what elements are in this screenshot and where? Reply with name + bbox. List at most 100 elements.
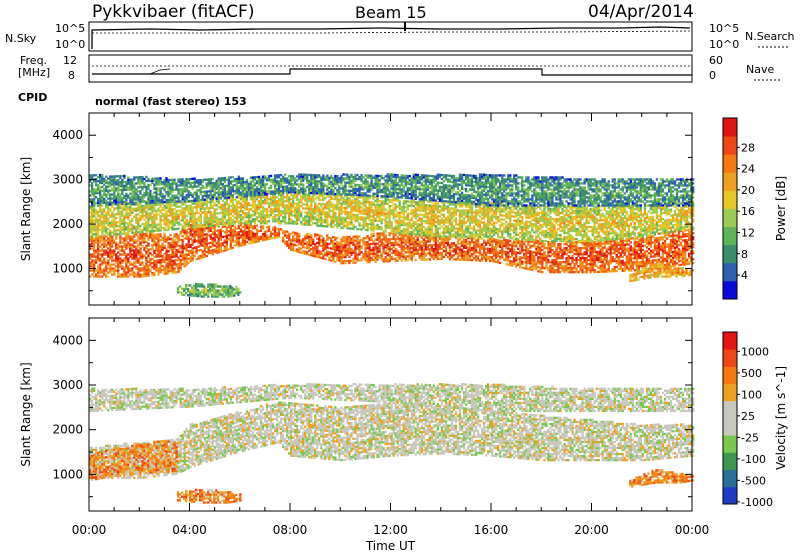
echo-cell: [225, 230, 228, 233]
echo-cell: [107, 205, 110, 209]
echo-cell: [217, 220, 220, 223]
echo-cell: [109, 209, 112, 212]
echo-cell: [302, 203, 305, 206]
echo-cell: [655, 246, 659, 250]
echo-cell: [476, 257, 480, 260]
echo-cell: [472, 237, 476, 240]
echo-cell: [340, 202, 343, 205]
echo-cell: [326, 195, 329, 198]
echo-cell: [267, 216, 271, 219]
echo-cell: [197, 255, 200, 258]
echo-cell: [129, 213, 132, 217]
echo-cell: [673, 256, 677, 259]
echo-cell: [267, 210, 271, 213]
echo-cell: [161, 258, 164, 262]
echo-cell: [119, 263, 122, 266]
echo-cell: [195, 258, 198, 261]
echo-cell: [615, 247, 618, 251]
echo-cell: [151, 209, 154, 213]
echo-cell: [159, 233, 162, 236]
echo-cell: [193, 238, 196, 241]
echo-cell: [284, 230, 287, 233]
echo-cell: [579, 249, 582, 252]
echo-cell: [300, 241, 303, 244]
echo-cell: [159, 251, 162, 254]
echo-cell: [123, 267, 126, 270]
echo-cell: [261, 216, 265, 219]
echo-cell: [330, 251, 333, 254]
echo-cell: [410, 259, 413, 262]
echo-cell: [366, 257, 369, 260]
echo-cell: [292, 194, 295, 197]
echo-cell: [559, 249, 562, 252]
echo-cell: [133, 235, 136, 238]
echo-cell: [145, 262, 148, 265]
echo-cell: [330, 239, 333, 242]
echo-cell: [135, 255, 138, 258]
echo-cell: [191, 212, 194, 215]
echo-cell: [575, 267, 578, 270]
echo-cell: [434, 239, 437, 243]
echo-cell: [145, 212, 148, 215]
echo-cell: [245, 234, 249, 238]
echo-cell: [185, 206, 188, 210]
echo-cell: [679, 235, 683, 238]
echo-cell: [105, 243, 108, 246]
echo-cell: [271, 202, 275, 205]
echo-cell: [364, 245, 367, 248]
echo-cell: [515, 239, 518, 242]
echo-cell: [97, 243, 100, 246]
echo-cell: [284, 212, 287, 215]
echo-cell: [565, 243, 568, 246]
echo-cell: [199, 256, 202, 260]
echo-cell: [334, 254, 337, 257]
echo-cell: [613, 246, 616, 249]
echo-cell: [189, 245, 192, 249]
echo-cell: [549, 247, 552, 250]
echo-cell: [452, 250, 456, 253]
echo-cell: [655, 254, 659, 258]
echo-cell: [243, 229, 247, 232]
echo-cell: [416, 248, 419, 251]
echo-cell: [173, 224, 176, 227]
echo-cell: [239, 230, 243, 233]
echo-cell: [679, 237, 683, 240]
echo-cell: [491, 249, 494, 253]
echo-cell: [115, 229, 118, 232]
echo-cell: [460, 256, 464, 259]
echo-cell: [575, 243, 578, 246]
echo-cell: [105, 249, 108, 252]
echo-cell: [89, 219, 92, 222]
echo-cell: [513, 256, 516, 260]
echo-cell: [199, 209, 202, 212]
echo-cell: [251, 206, 255, 209]
echo-cell: [99, 275, 102, 278]
echo-cell: [573, 245, 576, 248]
echo-cell: [308, 213, 311, 216]
echo-cell: [436, 255, 439, 259]
echo-cell: [161, 215, 164, 218]
echo-cell: [553, 263, 556, 266]
echo-cell: [635, 263, 638, 266]
echo-cell: [273, 206, 277, 209]
echo-cell: [585, 265, 588, 268]
echo-cell: [623, 269, 626, 272]
echo-cell: [565, 265, 568, 268]
echo-cell: [324, 219, 327, 222]
echo-cell: [263, 234, 267, 237]
echo-cell: [607, 264, 610, 267]
echo-cell: [294, 210, 297, 213]
echo-cell: [376, 236, 379, 239]
echo-cell: [211, 206, 214, 209]
echo-cell: [101, 261, 104, 264]
echo-cell: [265, 220, 269, 223]
echo-cell: [179, 258, 182, 262]
echo-cell: [292, 231, 295, 234]
echo-cell: [565, 249, 568, 252]
echo-cell: [137, 203, 140, 206]
echo-cell: [690, 234, 693, 237]
echo-cell: [167, 226, 170, 229]
echo-cell: [249, 214, 253, 217]
echo-cell: [273, 194, 277, 197]
echo-cell: [271, 198, 275, 201]
